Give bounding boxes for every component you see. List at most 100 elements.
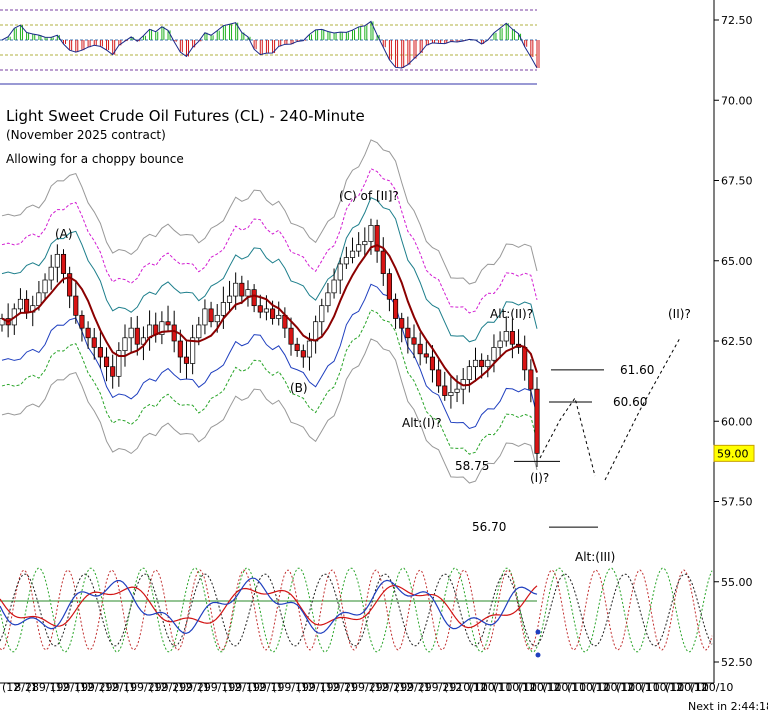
- candle-body: [134, 327, 140, 345]
- candle-body: [405, 327, 411, 339]
- candle-body: [270, 308, 276, 319]
- candle-body: [472, 359, 479, 368]
- wave-label-alt-i: Alt:(I)?: [402, 416, 442, 430]
- x-tick-label: (12: [689, 681, 707, 694]
- candle-body: [534, 388, 540, 454]
- candle-body: [245, 289, 251, 297]
- candle-body: [386, 273, 392, 300]
- candle-body: [220, 302, 226, 316]
- wave-label-alt-ii: Alt:(II)?: [490, 307, 533, 321]
- x-tick-label: 10/10: [456, 681, 488, 694]
- candle-body: [331, 279, 337, 294]
- x-tick-label: (12: [149, 681, 167, 694]
- projection-path-solid-leg: [539, 396, 596, 477]
- x-tick-label: (12: [395, 681, 413, 694]
- y-axis-ticks: 72.50 70.00 67.50 65.00 62.50 60.00 57.50 55.00…: [714, 14, 753, 669]
- price-candles: [0, 218, 540, 467]
- x-tick-label: (1: [198, 681, 209, 694]
- candle-body: [503, 331, 509, 342]
- osc-blue-line: [0, 577, 538, 635]
- x-tick-label: (1: [27, 681, 38, 694]
- candle-body: [110, 366, 116, 377]
- x-tick-label: (1: [493, 681, 504, 694]
- x-tick-label: 10/10: [579, 681, 611, 694]
- level-label-58-75: 58.75: [455, 459, 489, 473]
- candle-body: [313, 321, 319, 342]
- candle-body: [393, 298, 399, 319]
- candle-body: [103, 356, 110, 368]
- wave-projection: [539, 337, 681, 481]
- x-tick-label: (12: [542, 681, 560, 694]
- candle-body: [171, 324, 177, 342]
- level-label-61-60: 61.60: [620, 363, 654, 377]
- x-tick-label: (1: [272, 681, 283, 694]
- candle-body: [448, 392, 454, 396]
- candle-body: [356, 244, 362, 252]
- x-tick-label: 9/29: [186, 681, 211, 694]
- osc-cycle-wave: [0, 567, 713, 653]
- chart-subtitle: (November 2025 contract): [6, 128, 166, 142]
- candle-body: [337, 263, 343, 281]
- candle-body: [522, 347, 528, 371]
- x-tick-label: 9/19: [260, 681, 285, 694]
- x-tick-label: (12: [444, 681, 462, 694]
- candle-body: [42, 279, 48, 294]
- candle-body: [67, 273, 73, 297]
- candle-body: [85, 327, 91, 339]
- projection-path-rise: [604, 337, 681, 481]
- candle-body: [423, 353, 429, 358]
- candle-body: [417, 343, 423, 355]
- candle-body: [177, 340, 183, 358]
- candle-body: [442, 385, 448, 396]
- candle-body: [226, 295, 233, 303]
- x-tick-label: 10/10: [530, 681, 562, 694]
- candle-body: [54, 253, 60, 268]
- y-tick-label: 57.50: [721, 496, 753, 509]
- x-tick-label: 10/10: [604, 681, 636, 694]
- y-tick-label: 55.00: [721, 576, 753, 589]
- x-tick-label: 9/29: [88, 681, 113, 694]
- x-tick-label: (12: [297, 681, 315, 694]
- x-tick-label: 9/19: [39, 681, 64, 694]
- wave-label-c: (C) of [II]?: [339, 189, 399, 203]
- candle-body: [128, 327, 134, 339]
- candle-body: [362, 241, 368, 246]
- chart-title: Light Sweet Crude Oil Futures (CL) - 240…: [6, 107, 365, 125]
- candle-body: [399, 318, 405, 329]
- x-tick-label: (12: [468, 681, 486, 694]
- wave-label-a: (A): [55, 227, 73, 241]
- x-tick-label: (12: [51, 681, 69, 694]
- candle-body: [429, 356, 436, 371]
- candle-body: [208, 308, 214, 323]
- x-tick-label: (1: [640, 681, 651, 694]
- next-bar-timer: Next in 2:44:18: [688, 700, 768, 712]
- envelope-band: [1, 338, 538, 484]
- x-tick-label: 10/10: [481, 681, 513, 694]
- candle-body: [60, 253, 67, 274]
- candle-body: [319, 305, 325, 323]
- candle-body: [214, 314, 220, 323]
- x-tick-label: (12: [2, 681, 20, 694]
- y-tick-label: 60.00: [721, 415, 753, 428]
- envelope-band: [1, 168, 538, 314]
- candle-body: [300, 350, 306, 358]
- x-tick-label: 10/10: [554, 681, 586, 694]
- x-tick-label: 9/19: [112, 681, 137, 694]
- candle-body: [509, 331, 515, 345]
- candle-body: [368, 225, 374, 242]
- envelope-band: [1, 196, 538, 343]
- candle-body: [196, 324, 202, 339]
- x-tick-label: (1: [567, 681, 578, 694]
- x-tick-label: 9/29: [383, 681, 408, 694]
- candle-body: [491, 347, 497, 361]
- envelope-bands: [1, 139, 538, 484]
- candle-body: [36, 292, 42, 307]
- osc-marker-dot: [535, 629, 541, 635]
- top-oscillator-panel: [0, 9, 540, 85]
- level-label-60-60: 60.60: [613, 395, 647, 409]
- y-tick-label: 70.00: [721, 94, 753, 107]
- wave-label-i: (I)?: [530, 471, 549, 485]
- candle-body: [239, 282, 245, 297]
- candle-body: [276, 314, 282, 319]
